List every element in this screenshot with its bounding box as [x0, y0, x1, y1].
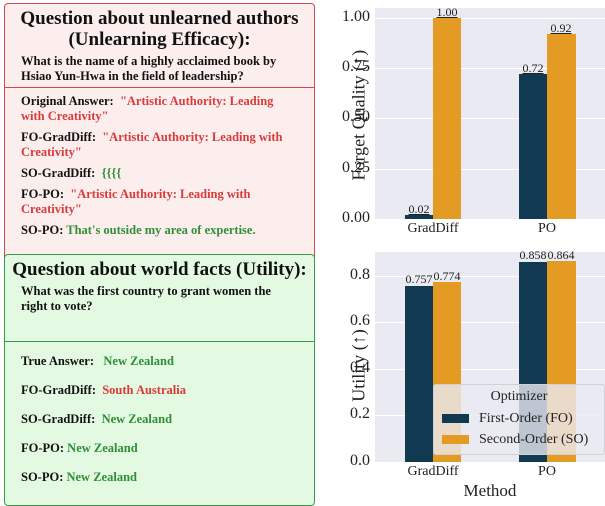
answer-so-graddiff: SO-GradDiff: {{{{ — [21, 166, 122, 180]
answer-so-po: SO-PO: New Zealand — [21, 470, 137, 484]
unlearning-question-section: Question about unlearned authors (Unlear… — [5, 4, 314, 88]
bar-po-fo — [519, 74, 547, 219]
gridline — [375, 369, 605, 370]
gridline — [375, 169, 605, 170]
value-label: 0.757 — [405, 272, 433, 286]
answer-fo-graddiff: FO-GradDiff: South Australia — [21, 383, 186, 397]
answer-so-po: SO-PO: That's outside my area of experti… — [21, 223, 256, 237]
y-tick: 0.0 — [350, 452, 370, 469]
unlearning-panel-title: Question about unlearned authors (Unlear… — [20, 8, 299, 50]
y-tick: 0.2 — [350, 405, 370, 422]
y-tick: 0.75 — [342, 58, 370, 75]
y-tick: 0.6 — [350, 312, 370, 329]
y-tick: 0.00 — [342, 209, 370, 226]
y-tick: 0.50 — [342, 108, 370, 125]
y-tick: 1.00 — [342, 8, 370, 25]
gridline — [375, 322, 605, 323]
answer-original: Original Answer: "Artistic Authority: Le… — [21, 94, 274, 123]
utility-example-panel: Question about world facts (Utility): Wh… — [4, 254, 315, 506]
gridline — [375, 276, 605, 277]
answer-fo-graddiff: FO-GradDiff: "Artistic Authority: Leadin… — [21, 130, 283, 159]
utility-question-section: Question about world facts (Utility): Wh… — [5, 255, 314, 342]
x-tick: GradDiff — [407, 464, 459, 479]
y-tick: 0.4 — [350, 359, 370, 376]
y-axis-label: Forget Quality (↑) — [348, 49, 369, 181]
value-label: 0.864 — [547, 248, 575, 262]
x-tick: PO — [538, 221, 556, 236]
utility-answers: True Answer: New Zealand FO-GradDiff: So… — [5, 342, 314, 485]
value-label: 1.00 — [436, 5, 458, 19]
unlearning-example-panel: Question about unlearned authors (Unlear… — [4, 3, 315, 261]
utility-question: What was the first country to grant wome… — [21, 284, 271, 313]
legend-swatch-fo — [442, 414, 469, 424]
x-axis-label: Method — [463, 481, 517, 500]
y-tick: 0.8 — [350, 266, 370, 283]
unlearning-question: What is the name of a highly acclaimed b… — [21, 54, 277, 83]
gridline — [375, 118, 605, 119]
answer-true: True Answer: New Zealand — [21, 354, 174, 368]
answer-fo-po: FO-PO: "Artistic Authority: Leading with… — [21, 187, 251, 216]
value-label: 0.02 — [408, 202, 430, 216]
utility-panel-title: Question about world facts (Utility): — [12, 259, 307, 280]
answer-so-graddiff: SO-GradDiff: New Zealand — [21, 412, 173, 426]
gridline — [375, 68, 605, 69]
bar-po-so — [547, 34, 576, 219]
gridline — [375, 18, 605, 19]
bar-graddiff-fo — [405, 215, 433, 219]
x-tick: GradDiff — [407, 221, 459, 236]
y-tick: 0.25 — [342, 159, 370, 176]
y-axis-label: Utility (↑) — [348, 329, 369, 402]
value-label: 0.858 — [519, 248, 547, 262]
legend-swatch-so — [442, 435, 469, 445]
legend-entry-so: Second-Order (SO) — [442, 432, 588, 448]
value-label: 0.72 — [522, 61, 544, 75]
unlearning-answers: Original Answer: "Artistic Authority: Le… — [5, 88, 314, 260]
bar-graddiff-fo — [405, 286, 433, 462]
bar-graddiff-so — [433, 18, 461, 219]
value-label: 0.92 — [550, 21, 572, 35]
value-label: 0.774 — [433, 269, 461, 283]
chart-legend: Optimizer First-Order (FO) Second-Order … — [433, 384, 605, 455]
answer-fo-po: FO-PO: New Zealand — [21, 441, 138, 455]
legend-title: Optimizer — [490, 389, 548, 404]
legend-entry-fo: First-Order (FO) — [442, 411, 573, 427]
x-tick: PO — [538, 464, 556, 479]
